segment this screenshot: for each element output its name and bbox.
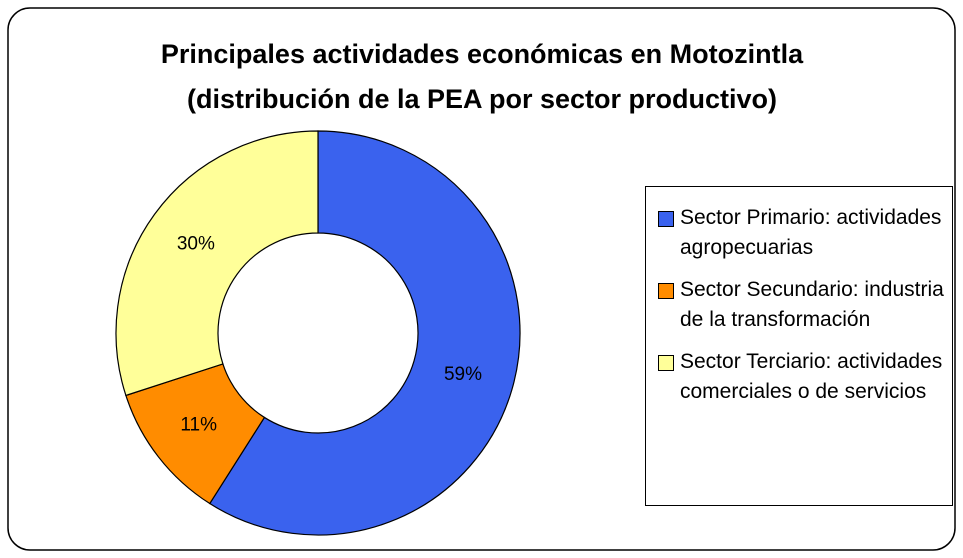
legend-swatch <box>658 211 674 227</box>
legend-label: Sector Terciario: actividades comerciale… <box>680 350 943 403</box>
chart-title: Principales actividades económicas en Mo… <box>161 39 804 69</box>
legend-label: Sector Secundario: industria de la trans… <box>680 278 944 331</box>
legend-entry: Sector Secundario: industria de la trans… <box>658 275 946 335</box>
legend-entry: Sector Primario: actividades agropecuari… <box>658 203 946 263</box>
donut-slice <box>115 130 319 397</box>
data-label: 59% <box>444 364 482 385</box>
donut-slice <box>208 130 521 536</box>
data-label: 30% <box>177 233 215 254</box>
data-label: 11% <box>180 415 217 436</box>
legend: Sector Primario: actividades agropecuari… <box>645 186 953 506</box>
chart-subtitle: (distribución de la PEA por sector produ… <box>187 84 777 114</box>
legend-label: Sector Primario: actividades agropecuari… <box>680 206 942 259</box>
legend-entry: Sector Terciario: actividades comerciale… <box>658 347 946 407</box>
legend-swatch <box>658 355 674 371</box>
legend-swatch <box>658 283 674 299</box>
